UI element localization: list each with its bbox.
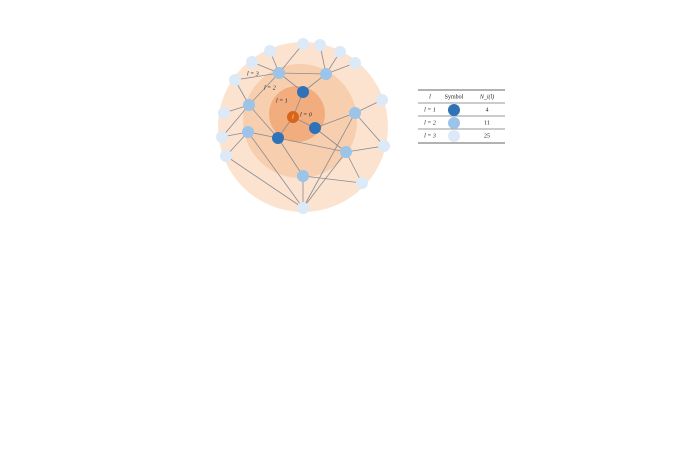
symbol bbox=[448, 104, 460, 116]
ring-label: l = 2 bbox=[264, 85, 276, 91]
center-label: i bbox=[292, 114, 294, 120]
nodes-l3 bbox=[216, 38, 390, 214]
table-cell: 25 bbox=[484, 133, 490, 139]
table-cell: 11 bbox=[484, 120, 490, 126]
nodes-l1 bbox=[272, 86, 321, 144]
table-header: l bbox=[429, 94, 431, 100]
symbol bbox=[448, 130, 460, 142]
nodes-l2 bbox=[242, 67, 361, 182]
center-node bbox=[287, 111, 299, 123]
table-cell: 4 bbox=[486, 107, 489, 113]
ring-label: l = 0 bbox=[300, 112, 312, 118]
table: l Symbol N_i(l) l = 1 4 l = 2 11 l = 3 2… bbox=[418, 89, 505, 144]
rings bbox=[218, 42, 388, 212]
table-cell: l = 3 bbox=[424, 133, 436, 139]
table-header: Symbol bbox=[445, 94, 464, 100]
ring-label: l = 1 bbox=[276, 98, 288, 104]
ring-label: l = 3 bbox=[247, 71, 259, 77]
table-header: N_i(l) bbox=[479, 93, 494, 100]
table-cell: l = 2 bbox=[424, 120, 436, 126]
symbol bbox=[448, 117, 460, 129]
table-cell: l = 1 bbox=[424, 107, 436, 113]
